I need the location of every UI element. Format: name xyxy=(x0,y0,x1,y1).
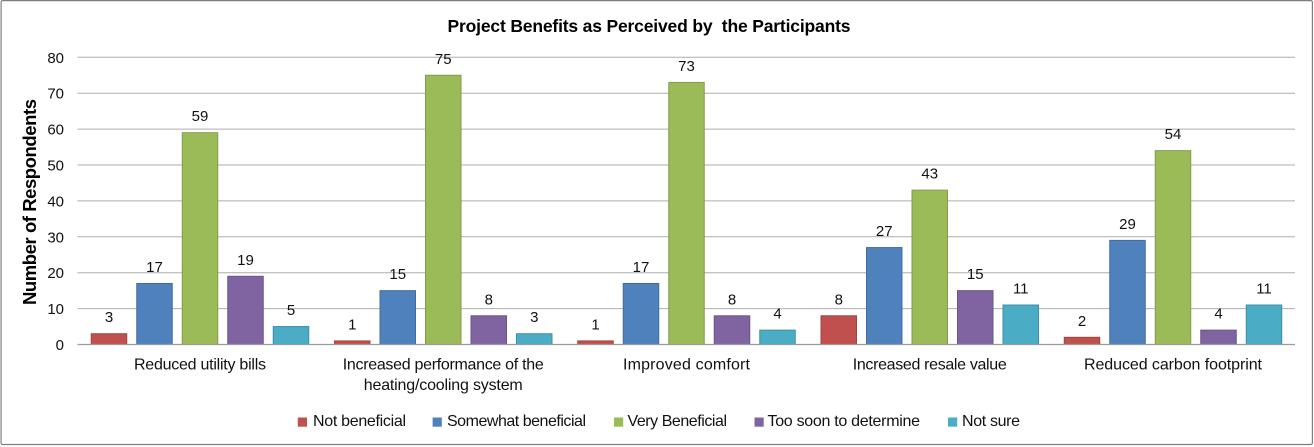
svg-text:0: 0 xyxy=(56,337,64,354)
svg-text:27: 27 xyxy=(876,223,893,240)
svg-text:Not sure: Not sure xyxy=(962,413,1020,430)
svg-text:Improved comfort: Improved comfort xyxy=(623,357,751,374)
svg-text:59: 59 xyxy=(192,108,209,125)
svg-text:8: 8 xyxy=(485,291,493,308)
svg-text:15: 15 xyxy=(389,266,406,283)
svg-text:17: 17 xyxy=(146,259,163,276)
svg-text:70: 70 xyxy=(47,86,64,103)
svg-text:4: 4 xyxy=(1214,306,1222,323)
svg-text:4: 4 xyxy=(773,306,781,323)
svg-text:5: 5 xyxy=(287,302,295,319)
svg-text:1: 1 xyxy=(348,316,356,333)
svg-text:Reduced carbon footprint: Reduced carbon footprint xyxy=(1084,357,1263,374)
svg-text:19: 19 xyxy=(237,252,254,269)
svg-text:1: 1 xyxy=(591,316,599,333)
svg-text:30: 30 xyxy=(47,229,64,246)
svg-text:54: 54 xyxy=(1165,126,1182,143)
svg-text:17: 17 xyxy=(633,259,650,276)
svg-text:50: 50 xyxy=(47,158,64,175)
svg-text:Not beneficial: Not beneficial xyxy=(313,413,406,430)
svg-text:20: 20 xyxy=(47,265,64,282)
svg-text:75: 75 xyxy=(435,51,452,68)
svg-text:80: 80 xyxy=(47,50,64,67)
svg-text:29: 29 xyxy=(1119,216,1136,233)
svg-text:Project Benefits as Perceived: Project Benefits as Perceived by the Par… xyxy=(448,16,851,36)
svg-text:40: 40 xyxy=(47,193,64,210)
svg-text:15: 15 xyxy=(967,266,984,283)
svg-text:11: 11 xyxy=(1256,281,1272,298)
svg-text:Too soon to determine: Too soon to determine xyxy=(768,413,921,430)
svg-text:Increased resale value: Increased resale value xyxy=(853,357,1007,374)
svg-text:10: 10 xyxy=(47,301,64,318)
svg-text:Number of Respondents: Number of Respondents xyxy=(19,99,40,305)
svg-text:73: 73 xyxy=(678,58,695,75)
svg-text:3: 3 xyxy=(105,309,113,326)
svg-text:Very Beneficial: Very Beneficial xyxy=(628,413,728,430)
svg-text:60: 60 xyxy=(47,122,64,139)
svg-text:Somewhat beneficial: Somewhat beneficial xyxy=(447,413,586,430)
svg-text:2: 2 xyxy=(1078,313,1086,330)
svg-text:8: 8 xyxy=(728,291,736,308)
svg-text:Reduced utility bills: Reduced utility bills xyxy=(134,357,266,374)
svg-text:8: 8 xyxy=(835,291,843,308)
svg-text:Increased performance of the: Increased performance of the xyxy=(343,357,544,374)
svg-text:43: 43 xyxy=(921,166,938,183)
svg-text:heating/cooling system: heating/cooling system xyxy=(364,377,523,394)
svg-text:11: 11 xyxy=(1013,281,1029,298)
svg-text:3: 3 xyxy=(530,309,538,326)
